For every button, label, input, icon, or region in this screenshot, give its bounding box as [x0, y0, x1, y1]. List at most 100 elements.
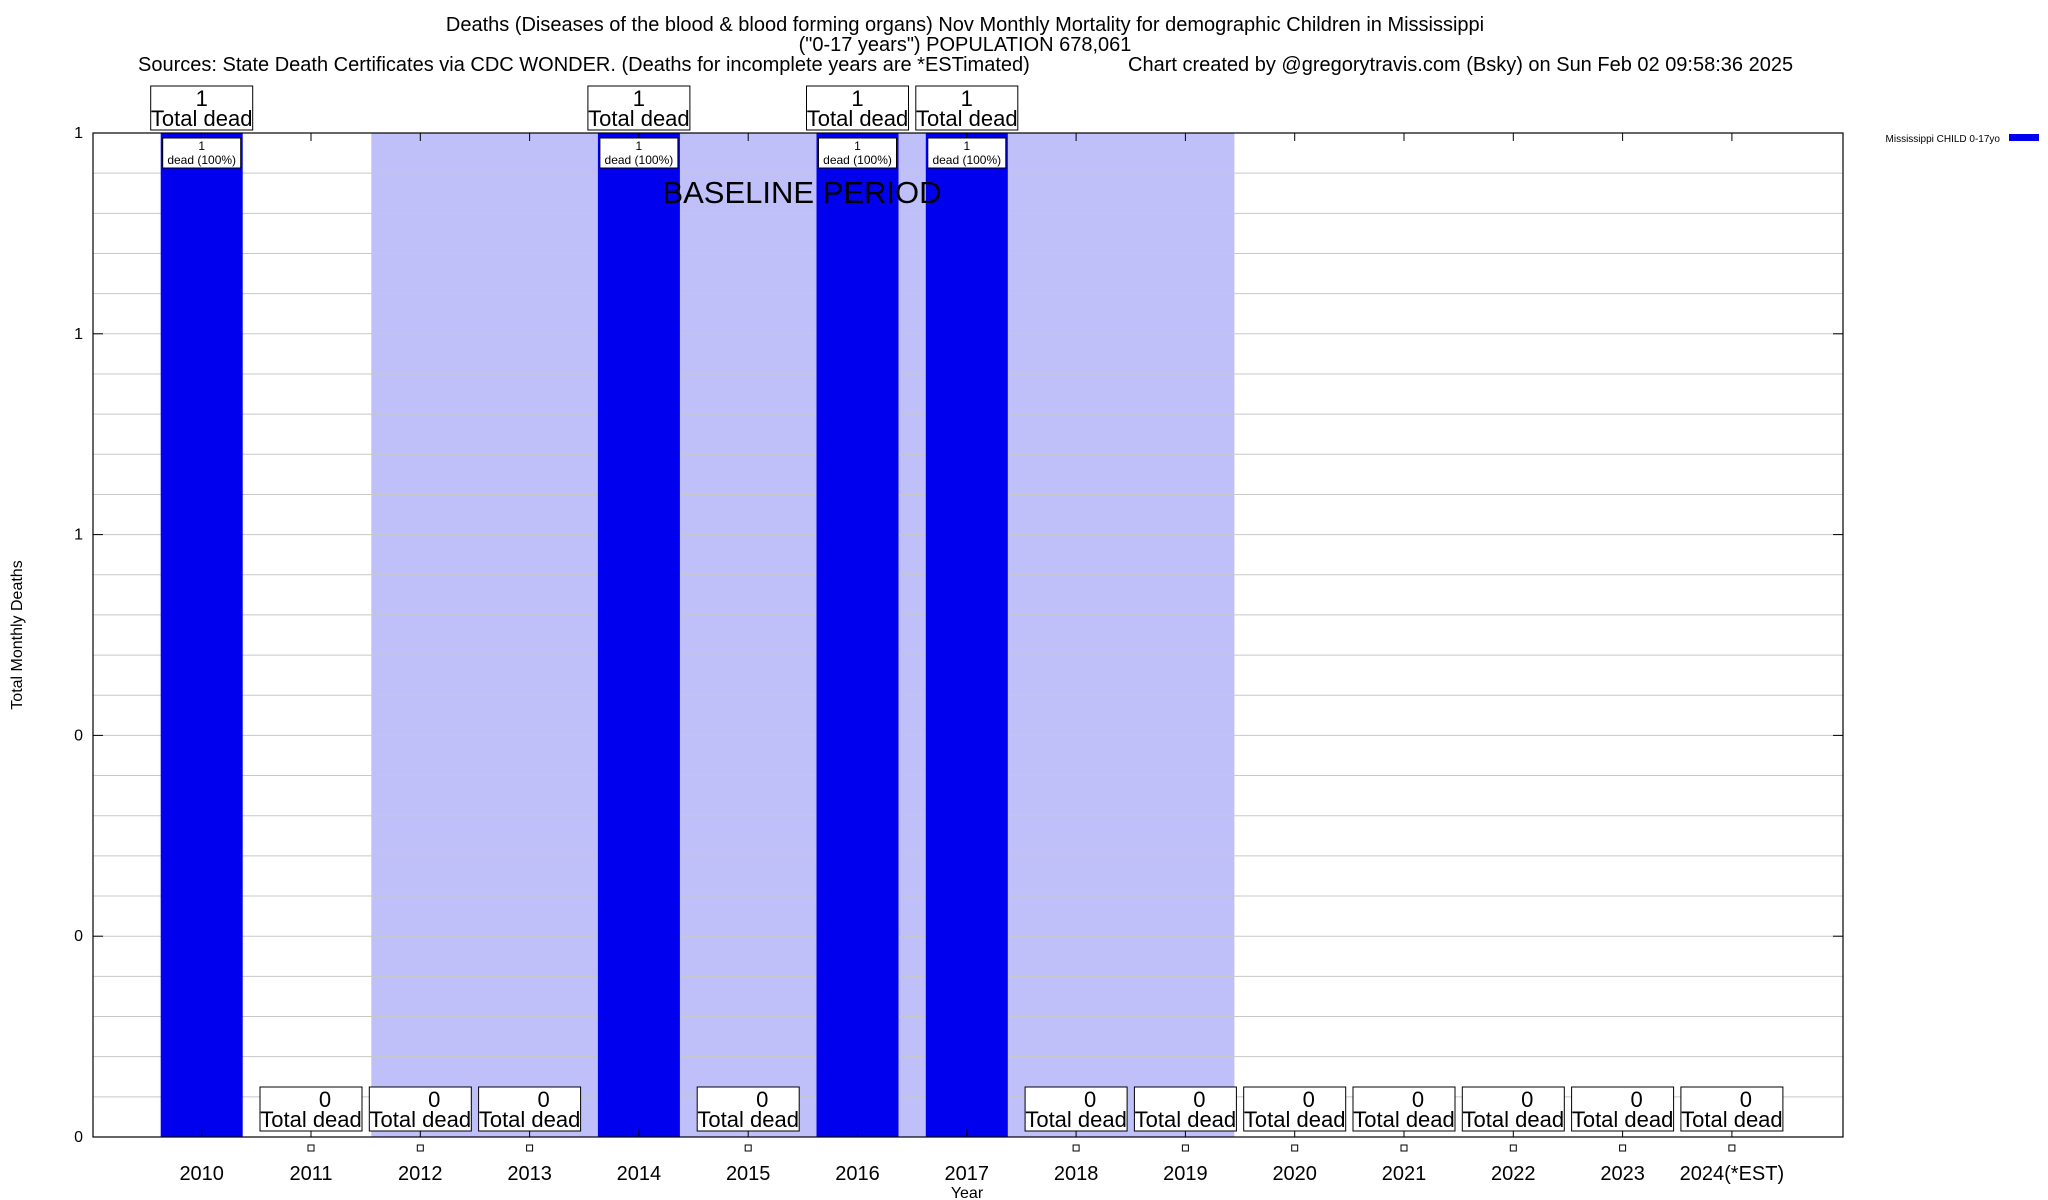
bar-2016	[816, 133, 899, 1137]
zero-marker	[1728, 1144, 1736, 1152]
total-value-label: 0	[537, 1087, 549, 1112]
x-tick-label: 2017	[945, 1163, 990, 1185]
zero-marker	[1509, 1144, 1517, 1152]
x-tick-label: 2013	[507, 1163, 552, 1185]
total-text-label: Total dead	[1572, 1107, 1674, 1132]
total-value-label: 0	[1303, 1087, 1315, 1112]
total-label-box	[587, 85, 691, 131]
total-text-label: Total dead	[1135, 1107, 1237, 1132]
bar-percent-label: dead (100%)	[605, 153, 674, 167]
y-tick-label: 1	[74, 326, 83, 343]
x-tick-label: 2014	[617, 1163, 662, 1185]
total-value-label: 0	[1521, 1087, 1533, 1112]
total-label-box	[150, 85, 254, 131]
total-label-box	[368, 1086, 472, 1132]
total-text-label: Total dead	[260, 1107, 362, 1132]
bar-2014	[597, 133, 680, 1137]
total-value-label: 0	[319, 1087, 331, 1112]
bar-2017	[925, 133, 1008, 1137]
total-label-box	[1024, 1086, 1128, 1132]
bar-value-label: 1	[854, 139, 861, 153]
total-text-label: Total dead	[697, 1107, 799, 1132]
total-text-label: Total dead	[1244, 1107, 1346, 1132]
x-tick-label: 2023	[1600, 1163, 1645, 1185]
total-text-label: Total dead	[1025, 1107, 1127, 1132]
zero-marker	[416, 1144, 424, 1152]
total-label-box	[915, 85, 1019, 131]
y-tick-label: 1	[74, 125, 83, 142]
total-label-box	[1133, 1086, 1237, 1132]
total-text-label: Total dead	[479, 1107, 581, 1132]
zero-marker	[307, 1144, 315, 1152]
total-label-box	[1680, 1086, 1784, 1132]
bar-value-label: 1	[636, 139, 643, 153]
zero-marker	[1400, 1144, 1408, 1152]
bar-label-box	[927, 137, 1007, 169]
zero-marker	[526, 1144, 534, 1152]
total-value-label: 0	[1412, 1087, 1424, 1112]
zero-marker	[1072, 1144, 1080, 1152]
total-value-label: 0	[1630, 1087, 1642, 1112]
total-text-label: Total dead	[588, 106, 690, 131]
total-text-label: Total dead	[151, 106, 253, 131]
total-label-box	[1571, 1086, 1675, 1132]
bar-percent-label: dead (100%)	[167, 153, 236, 167]
legend-swatch	[2009, 134, 2039, 141]
bar-label-box	[599, 137, 679, 169]
x-tick-label: 2015	[726, 1163, 771, 1185]
total-text-label: Total dead	[370, 1107, 472, 1132]
total-label-box	[1352, 1086, 1456, 1132]
x-tick-label: 2021	[1382, 1163, 1427, 1185]
bar-label-box	[818, 137, 897, 169]
bar-label-box	[162, 137, 242, 169]
total-label-box	[806, 85, 909, 131]
x-tick-label: 2010	[179, 1163, 224, 1185]
total-value-label: 0	[1740, 1087, 1752, 1112]
chart-subtitle: ("0-17 years") POPULATION 678,061	[798, 34, 1132, 56]
y-tick-label: 1	[74, 527, 83, 544]
bar-percent-label: dead (100%)	[823, 153, 892, 167]
baseline-band	[371, 133, 1235, 1137]
total-text-label: Total dead	[1463, 1107, 1565, 1132]
x-tick-label: 2011	[289, 1163, 332, 1185]
chart-source: Sources: State Death Certificates via CD…	[138, 54, 1030, 76]
zero-marker	[1181, 1144, 1189, 1152]
total-label-box	[1243, 1086, 1347, 1132]
plot-frame	[92, 132, 1844, 1138]
zero-marker	[744, 1144, 752, 1152]
baseline-annotation: BASELINE PERIOD	[662, 175, 941, 210]
x-tick-label: 2016	[835, 1163, 880, 1185]
y-axis-label: Total Monthly Deaths	[9, 560, 26, 709]
bar-2010	[160, 133, 243, 1137]
y-tick-label: 0	[74, 928, 83, 945]
total-value-label: 1	[851, 86, 863, 111]
zero-marker	[1619, 1144, 1627, 1152]
total-value-label: 0	[756, 1087, 768, 1112]
bar-percent-label: dead (100%)	[932, 153, 1001, 167]
total-value-label: 1	[633, 86, 645, 111]
bar-value-label: 1	[198, 139, 205, 153]
total-label-box	[1461, 1086, 1565, 1132]
x-axis-label: Year	[951, 1185, 984, 1200]
bar-value-label: 1	[963, 139, 970, 153]
total-label-box	[259, 1086, 363, 1132]
total-value-label: 1	[196, 86, 208, 111]
total-value-label: 0	[1193, 1087, 1205, 1112]
x-tick-label: 2024(*EST)	[1680, 1163, 1785, 1185]
zero-marker	[1291, 1144, 1299, 1152]
x-tick-label: 2022	[1491, 1163, 1536, 1185]
total-value-label: 1	[961, 86, 973, 111]
total-label-box	[478, 1086, 582, 1132]
total-label-box	[696, 1086, 800, 1132]
x-tick-label: 2019	[1163, 1163, 1208, 1185]
y-tick-label: 0	[74, 727, 83, 744]
total-text-label: Total dead	[916, 106, 1018, 131]
total-value-label: 0	[428, 1087, 440, 1112]
x-tick-label: 2018	[1054, 1163, 1099, 1185]
chart-title: Deaths (Diseases of the blood & blood fo…	[445, 14, 1485, 36]
x-tick-label: 2020	[1272, 1163, 1317, 1185]
y-tick-label: 0	[74, 1129, 83, 1146]
total-text-label: Total dead	[1353, 1107, 1455, 1132]
total-text-label: Total dead	[1681, 1107, 1783, 1132]
